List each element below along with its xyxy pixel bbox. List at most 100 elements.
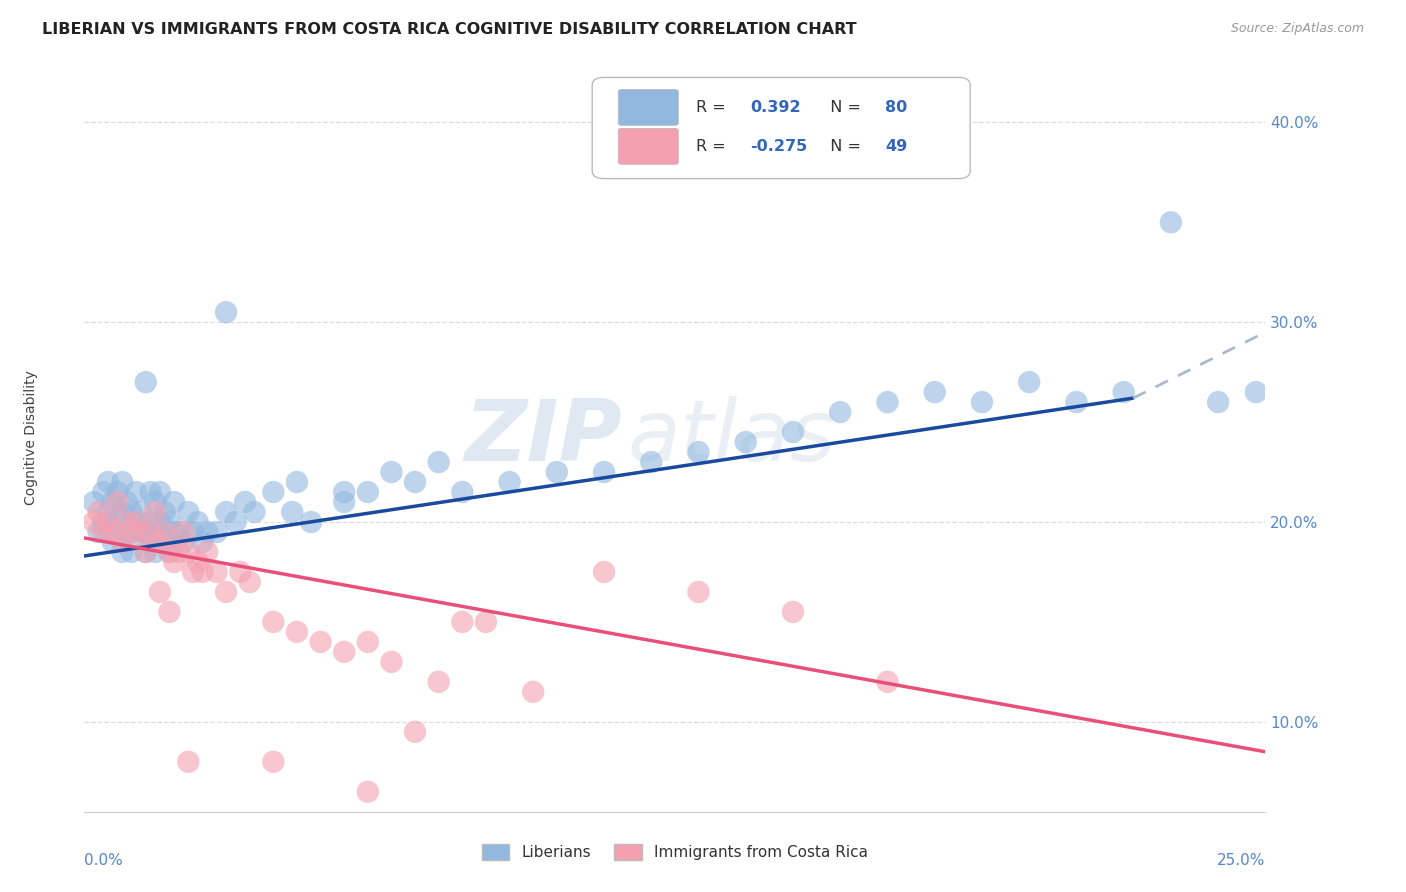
Point (404, 724, 426, 739)
Point (177, 505, 200, 519)
Point (163, 495, 186, 509)
Point (262, 755, 284, 769)
Point (163, 524, 186, 539)
Point (285, 624, 308, 639)
Point (83, 515, 105, 529)
Point (191, 565, 214, 579)
Point (215, 505, 238, 519)
Point (115, 495, 138, 509)
Point (115, 524, 138, 539)
Point (167, 524, 190, 539)
Point (173, 535, 195, 549)
Point (139, 485, 162, 500)
Point (149, 515, 172, 529)
Point (173, 524, 195, 539)
Point (97, 505, 120, 519)
Point (195, 545, 218, 559)
Point (380, 465, 402, 479)
Point (163, 555, 186, 569)
Point (688, 445, 710, 459)
Point (107, 485, 129, 500)
Point (157, 545, 180, 559)
Point (498, 475, 520, 489)
Point (153, 535, 176, 549)
Legend: Liberians, Immigrants from Costa Rica: Liberians, Immigrants from Costa Rica (474, 837, 876, 868)
Point (546, 465, 568, 479)
Point (87, 524, 110, 539)
Text: N =: N = (820, 100, 866, 115)
Point (135, 524, 157, 539)
Point (121, 524, 143, 539)
Point (299, 515, 322, 529)
Point (243, 505, 266, 519)
Point (101, 524, 124, 539)
Point (143, 495, 166, 509)
Text: Source: ZipAtlas.com: Source: ZipAtlas.com (1230, 22, 1364, 36)
Point (91, 524, 114, 539)
Point (115, 515, 138, 529)
Point (101, 495, 124, 509)
Point (333, 495, 356, 509)
Point (121, 505, 143, 519)
Point (191, 535, 214, 549)
Point (229, 565, 252, 579)
Point (830, 405, 852, 419)
Point (593, 465, 616, 479)
Point (233, 495, 256, 509)
Point (111, 545, 134, 559)
Point (167, 545, 190, 559)
Point (121, 545, 143, 559)
Point (97, 515, 120, 529)
Point (107, 495, 129, 509)
Point (239, 574, 262, 589)
Point (83, 495, 105, 509)
Text: Cognitive Disability: Cognitive Disability (24, 369, 38, 505)
Text: 49: 49 (886, 139, 907, 153)
Text: N =: N = (820, 139, 866, 153)
Point (924, 385, 946, 400)
Point (688, 585, 710, 599)
Point (215, 585, 238, 599)
Point (135, 545, 157, 559)
Point (153, 524, 176, 539)
Text: R =: R = (696, 139, 731, 153)
Point (380, 655, 402, 669)
Point (427, 674, 450, 689)
Point (181, 524, 204, 539)
Point (357, 485, 380, 500)
Point (195, 524, 218, 539)
Point (1018, 375, 1040, 389)
Point (640, 455, 662, 469)
Text: -0.275: -0.275 (751, 139, 807, 153)
Point (129, 524, 152, 539)
Point (135, 545, 157, 559)
Point (281, 505, 304, 519)
Point (215, 305, 238, 319)
Text: LIBERIAN VS IMMIGRANTS FROM COSTA RICA COGNITIVE DISABILITY CORRELATION CHART: LIBERIAN VS IMMIGRANTS FROM COSTA RICA C… (42, 22, 856, 37)
Text: 25.0%: 25.0% (1218, 853, 1265, 868)
Point (97, 524, 120, 539)
Point (97, 475, 120, 489)
Point (734, 435, 756, 450)
Point (111, 475, 134, 489)
Point (262, 485, 284, 500)
Point (91, 515, 114, 529)
FancyBboxPatch shape (619, 89, 679, 126)
Point (333, 485, 356, 500)
Point (157, 515, 180, 529)
Point (451, 485, 474, 500)
Point (125, 515, 148, 529)
Point (143, 505, 166, 519)
Point (876, 674, 898, 689)
Point (205, 565, 228, 579)
Point (451, 615, 474, 629)
Point (101, 535, 124, 549)
Point (225, 515, 247, 529)
Point (187, 555, 209, 569)
Point (143, 524, 166, 539)
Point (91, 485, 114, 500)
Point (129, 524, 152, 539)
Text: 0.392: 0.392 (751, 100, 801, 115)
Point (593, 565, 616, 579)
Point (125, 515, 148, 529)
